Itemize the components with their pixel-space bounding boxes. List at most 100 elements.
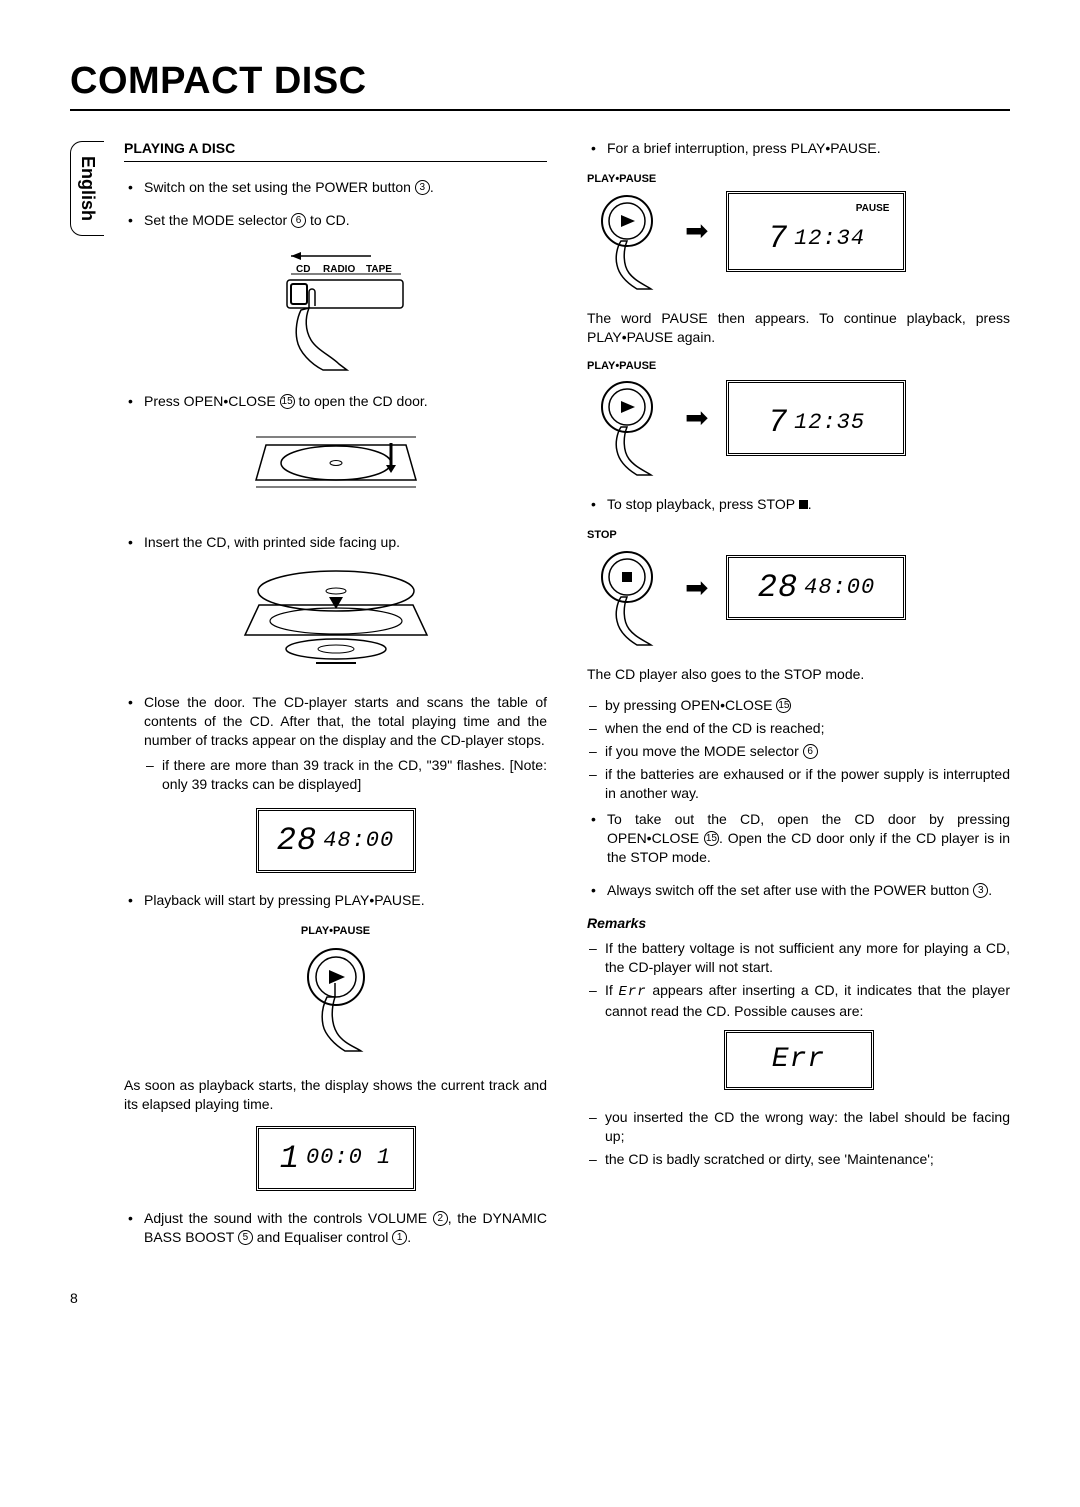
- ref-circled: 2: [433, 1211, 448, 1226]
- remark-low-battery: If the battery voltage is not sufficient…: [587, 939, 1010, 977]
- item-text: by pressing OPEN•CLOSE: [605, 697, 773, 713]
- mode-label-cd: CD: [296, 264, 310, 275]
- lcd-elapsed: 00:0 1: [306, 1143, 391, 1173]
- remarks-heading: Remarks: [587, 914, 1010, 933]
- stop-modes-intro: The CD player also goes to the STOP mode…: [587, 665, 1010, 684]
- arrow-icon: ➡: [685, 569, 708, 607]
- ref-circled: 15: [280, 394, 295, 409]
- figure-lcd-total: 28 48:00: [124, 808, 547, 873]
- main-content: English PLAYING A DISC Switch on the set…: [70, 139, 1010, 1260]
- figure-resume: PLAY•PAUSE ➡ 7 12:35: [587, 359, 1010, 478]
- err-code: Err: [618, 984, 646, 1000]
- title-rule: [70, 109, 1010, 111]
- item-text: If: [605, 982, 613, 998]
- step-power-on: Switch on the set using the POWER button…: [124, 178, 547, 197]
- step-takeout: To take out the CD, open the CD door by …: [587, 810, 1010, 867]
- lcd-track-num: 7: [768, 401, 788, 444]
- figure-mode-selector: CD RADIO TAPE: [124, 244, 547, 374]
- step-insert-cd: Insert the CD, with printed side facing …: [124, 533, 547, 552]
- insert-cd-illustration: [231, 565, 441, 675]
- ref-circled: 3: [415, 180, 430, 195]
- ref-circled: 6: [803, 744, 818, 759]
- ref-circled: 15: [776, 698, 791, 713]
- mode-selector-illustration: CD RADIO TAPE: [251, 244, 421, 374]
- stop-mode-c: if you move the MODE selector 6: [587, 742, 1010, 761]
- stop-icon: [799, 500, 808, 509]
- lcd-time: 48:00: [804, 573, 875, 603]
- step-stop: To stop playback, press STOP .: [587, 495, 1010, 514]
- button-label: PLAY•PAUSE: [124, 924, 547, 939]
- lcd-time: 12:35: [794, 408, 865, 438]
- two-column-layout: PLAYING A DISC Switch on the set using t…: [124, 139, 1010, 1260]
- button-label: STOP: [587, 528, 617, 543]
- page-title: COMPACT DISC: [70, 60, 1010, 103]
- playpause-illustration: [587, 377, 667, 477]
- button-label: PLAY•PAUSE: [587, 359, 656, 374]
- left-column: PLAYING A DISC Switch on the set using t…: [124, 139, 547, 1260]
- lcd-pause-tag: PAUSE: [743, 202, 889, 216]
- step-close-door: Close the door. The CD-player starts and…: [124, 693, 547, 793]
- mode-label-tape: TAPE: [366, 264, 392, 275]
- step-tail: .: [430, 179, 434, 195]
- substep-39-tracks: if there are more than 39 track in the C…: [144, 756, 547, 794]
- lcd-display: 28 48:00: [256, 808, 416, 873]
- figure-pause: PLAY•PAUSE ➡ PAUSE 7 12:34: [587, 172, 1010, 291]
- lcd-err-text: Err: [772, 1044, 825, 1075]
- arrow-icon: ➡: [685, 399, 708, 437]
- lcd-display: 1 00:0 1: [256, 1126, 416, 1191]
- lcd-time: 12:34: [794, 224, 865, 254]
- err-cause-scratched: the CD is badly scratched or dirty, see …: [587, 1150, 1010, 1169]
- lcd-tracks: 28: [758, 566, 798, 609]
- ref-circled: 1: [392, 1230, 407, 1245]
- step-text: To stop playback, press STOP: [607, 496, 795, 512]
- button-label: PLAY•PAUSE: [587, 172, 656, 187]
- step-pause: For a brief interruption, press PLAY•PAU…: [587, 139, 1010, 158]
- step-open-close: Press OPEN•CLOSE 15 to open the CD door.: [124, 392, 547, 411]
- ref-circled: 5: [238, 1230, 253, 1245]
- step-text: Always switch off the set after use with…: [607, 882, 969, 898]
- step-text: Press OPEN•CLOSE: [144, 393, 276, 409]
- stop-mode-a: by pressing OPEN•CLOSE 15: [587, 696, 1010, 715]
- step-switchoff: Always switch off the set after use with…: [587, 881, 1010, 900]
- playpause-illustration: [291, 943, 381, 1053]
- step-tail: to open the CD door.: [295, 393, 428, 409]
- figure-insert-cd: [124, 565, 547, 675]
- lcd-tracks: 28: [277, 819, 317, 862]
- lcd-display: Err: [724, 1030, 874, 1090]
- playpause-illustration: [587, 191, 667, 291]
- figure-lcd-err: Err: [587, 1030, 1010, 1090]
- stop-mode-b: when the end of the CD is reached;: [587, 719, 1010, 738]
- lcd-track-num: 7: [768, 217, 788, 260]
- stop-illustration: [587, 547, 667, 647]
- lcd-track-num: 1: [280, 1137, 300, 1180]
- lcd-display: 28 48:00: [726, 555, 906, 620]
- figure-open-door: [124, 425, 547, 515]
- ref-circled: 15: [704, 831, 719, 846]
- stop-mode-d: if the batteries are exhaused or if the …: [587, 765, 1010, 803]
- mode-label-radio: RADIO: [323, 264, 355, 275]
- right-column: For a brief interruption, press PLAY•PAU…: [587, 139, 1010, 1260]
- step-playback: Playback will start by pressing PLAY•PAU…: [124, 891, 547, 910]
- pause-result-text: The word PAUSE then appears. To continue…: [587, 309, 1010, 347]
- remark-err: If Err appears after inserting a CD, it …: [587, 981, 1010, 1021]
- item-text: if you move the MODE selector: [605, 743, 799, 759]
- err-cause-wrong-way: you inserted the CD the wrong way: the l…: [587, 1108, 1010, 1146]
- item-text: appears after inserting a CD, it indicat…: [605, 982, 1010, 1019]
- step-adjust-sound: Adjust the sound with the controls VOLUM…: [124, 1209, 547, 1247]
- lcd-display: 7 12:35: [726, 380, 906, 455]
- lcd-display: PAUSE 7 12:34: [726, 191, 906, 272]
- step-tail: to CD.: [306, 212, 350, 228]
- playback-result-text: As soon as playback starts, the display …: [124, 1076, 547, 1114]
- arrow-icon: ➡: [685, 212, 708, 250]
- ref-circled: 3: [973, 883, 988, 898]
- step-text: Switch on the set using the POWER button: [144, 179, 411, 195]
- section-heading: PLAYING A DISC: [124, 139, 547, 162]
- figure-playpause: PLAY•PAUSE: [124, 924, 547, 1058]
- step-text: Close the door. The CD-player starts and…: [144, 694, 547, 748]
- step-text: and Equaliser control: [253, 1229, 388, 1245]
- figure-lcd-track: 1 00:0 1: [124, 1126, 547, 1191]
- step-text: .: [988, 882, 992, 898]
- language-tab: English: [70, 141, 104, 236]
- cd-door-illustration: [236, 425, 436, 515]
- step-text: Adjust the sound with the controls VOLUM…: [144, 1210, 427, 1226]
